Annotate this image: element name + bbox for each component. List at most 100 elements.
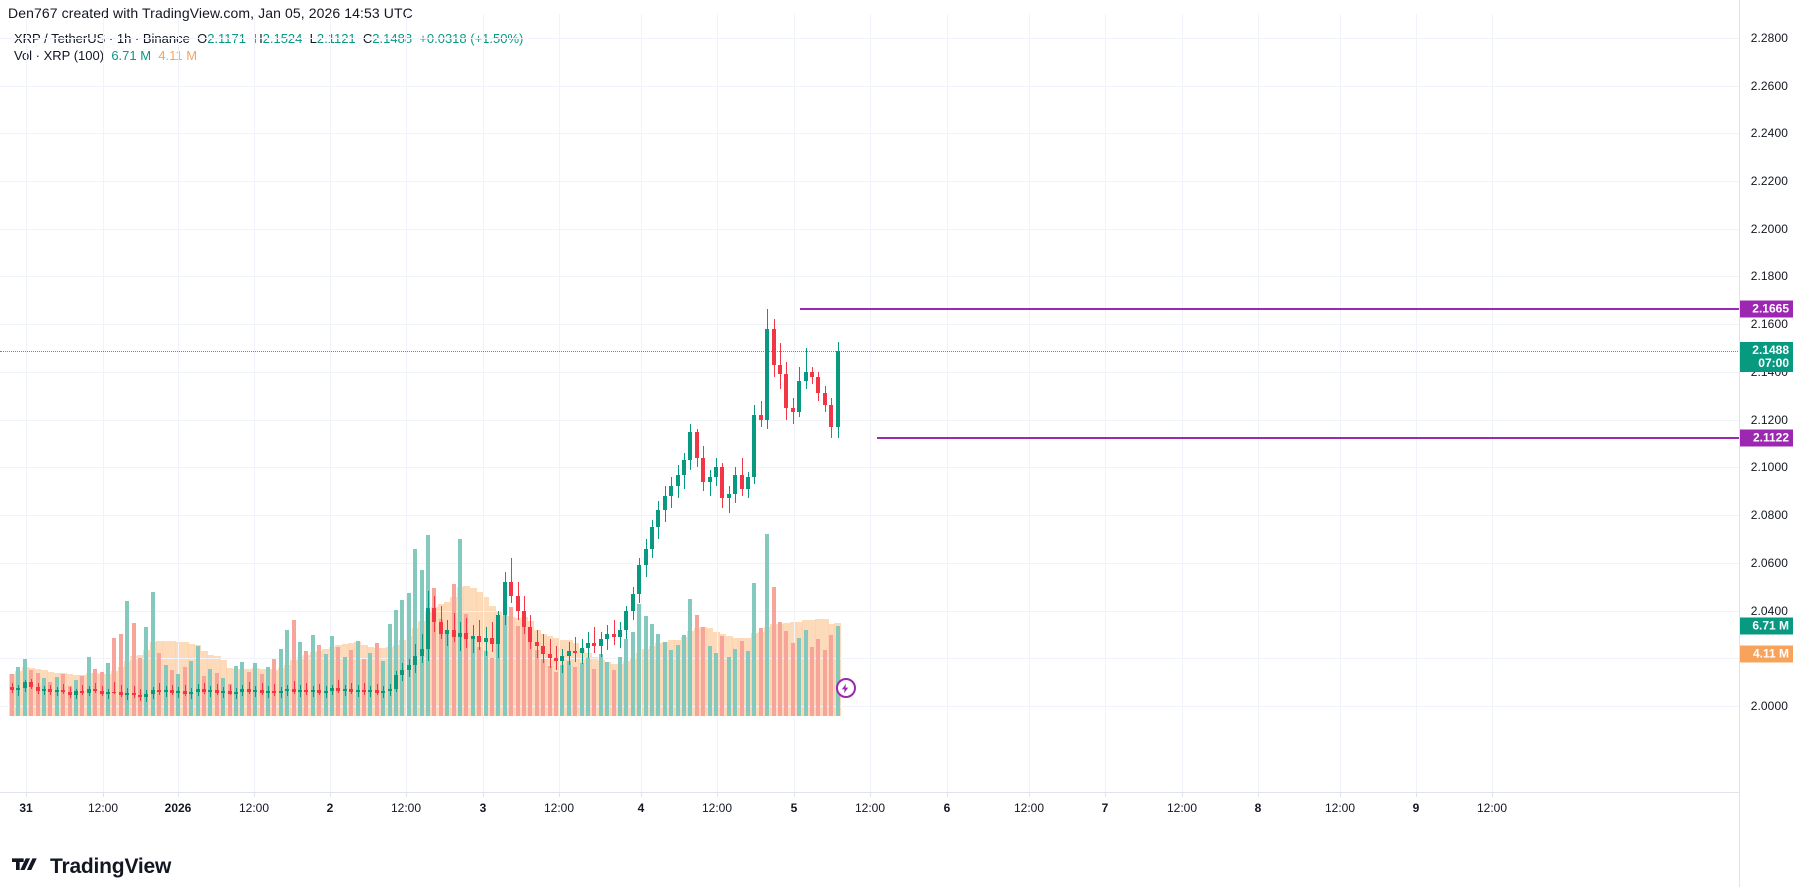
- last-price-line: [0, 350, 1740, 352]
- candle-wick: [594, 627, 595, 654]
- lightning-bolt-icon[interactable]: [835, 678, 856, 698]
- volume-bar: [137, 658, 143, 716]
- volume-bar: [413, 548, 418, 716]
- price-axis-tick: 2.0600: [1750, 555, 1788, 570]
- candle-body: [112, 691, 117, 693]
- price-axis-pill-support[interactable]: 2.1122: [1740, 429, 1793, 447]
- volume-bar: [547, 666, 552, 716]
- volume-bar: [720, 636, 725, 716]
- volume-bar: [509, 606, 514, 716]
- volume-bar: [310, 635, 315, 716]
- time-axis-tick-mark: [1105, 793, 1106, 797]
- volume-bar: [464, 613, 469, 716]
- time-axis-tick-mark: [254, 793, 255, 797]
- candle-body: [752, 414, 757, 477]
- volume-bar: [694, 614, 699, 716]
- price-level-line-resistance[interactable]: [800, 307, 1740, 310]
- candle-body: [669, 486, 674, 496]
- price-axis-pill-volume-last[interactable]: 6.71 M: [1740, 617, 1793, 635]
- grid-line-vertical: [406, 14, 407, 792]
- bolt-glyph: [841, 683, 849, 693]
- candle-body: [67, 691, 72, 695]
- candle-body: [592, 642, 597, 647]
- legend-volume-ma-value: 4.11 M: [158, 48, 198, 63]
- time-axis-tick: 12:00: [1476, 801, 1508, 815]
- candle-body: [502, 581, 507, 616]
- time-axis-tick-mark: [483, 793, 484, 797]
- candle-body: [605, 634, 610, 640]
- candle-body: [374, 690, 379, 693]
- time-axis-tick-mark: [794, 793, 795, 797]
- pill-value: 2.1122: [1752, 430, 1789, 445]
- volume-bar: [662, 641, 667, 716]
- candle-body: [195, 689, 200, 692]
- volume-bar: [765, 534, 770, 716]
- volume-bar: [438, 618, 443, 716]
- candle-body: [413, 655, 418, 666]
- grid-line-vertical: [1182, 14, 1183, 792]
- candle-body: [253, 689, 258, 693]
- time-axis[interactable]: 31 12:00 2026 12:00 2 12:00 3 12:00 4 12:00 5 12:00…: [0, 792, 1740, 823]
- candle-body: [54, 689, 59, 693]
- price-axis[interactable]: 2.2800 2.2600 2.2400 2.2200 2.2000 2.1800 2.16…: [1739, 0, 1793, 887]
- volume-bar: [169, 670, 175, 716]
- candle-wick: [466, 617, 467, 648]
- candle-wick: [492, 622, 493, 653]
- volume-bar: [374, 643, 379, 716]
- legend-volume-title[interactable]: Vol · XRP (100): [14, 48, 105, 63]
- volume-bar: [125, 601, 130, 716]
- candle-body: [86, 689, 91, 693]
- candle-wick: [108, 689, 109, 699]
- candle-body: [688, 431, 693, 461]
- candle-body: [547, 653, 552, 659]
- time-axis-tick: 12:00: [543, 801, 575, 815]
- volume-bar: [726, 656, 731, 716]
- volume-bar: [797, 637, 802, 716]
- price-axis-tick: 2.2600: [1750, 78, 1788, 93]
- volume-bar: [400, 600, 405, 716]
- candle-body: [336, 688, 341, 692]
- candle-wick: [306, 683, 307, 695]
- candle-body: [649, 527, 655, 549]
- volume-bar: [739, 640, 744, 716]
- grid-line-vertical: [1492, 14, 1493, 792]
- candle-body: [310, 690, 315, 693]
- tradingview-logo[interactable]: TradingView: [12, 855, 171, 879]
- candle-body: [745, 476, 751, 489]
- price-axis-tick: 2.2000: [1750, 221, 1788, 236]
- candle-body: [470, 635, 475, 640]
- volume-bar: [675, 644, 680, 716]
- volume-bar: [701, 627, 706, 716]
- price-axis-tick: 2.0000: [1750, 699, 1788, 713]
- grid-line-vertical: [483, 14, 484, 792]
- time-axis-tick: 8: [1254, 801, 1262, 815]
- candle-body: [816, 376, 821, 394]
- volume-bar: [118, 633, 123, 716]
- candle-wick: [274, 684, 275, 696]
- price-axis-pill-resistance[interactable]: 2.1665: [1740, 300, 1793, 318]
- volume-bar: [54, 676, 59, 716]
- candle-wick: [479, 620, 480, 650]
- candle-body: [182, 691, 187, 695]
- candle-body: [355, 689, 360, 692]
- volume-bar: [233, 666, 239, 716]
- price-axis-pill-last-price[interactable]: 2.1488 07:00: [1740, 341, 1793, 372]
- candle-body: [713, 467, 719, 477]
- candle-body: [528, 627, 533, 642]
- candle-body: [73, 691, 79, 695]
- volume-bar: [112, 637, 117, 716]
- volume-bar: [387, 624, 392, 716]
- candle-body: [445, 629, 450, 635]
- price-level-line-support[interactable]: [877, 437, 1740, 440]
- chart-plot-area[interactable]: [0, 14, 1740, 792]
- legend-volume-row[interactable]: Vol · XRP (100) 6.71 M 4.11 M: [14, 47, 523, 64]
- volume-bar: [528, 635, 533, 716]
- volume-bar: [99, 671, 104, 716]
- price-axis-pill-volume-ma[interactable]: 4.11 M: [1740, 645, 1793, 663]
- pill-value: 2.1665: [1752, 301, 1789, 316]
- candle-body: [35, 686, 40, 692]
- time-axis-tick: 31: [19, 801, 33, 815]
- volume-bar: [477, 647, 482, 716]
- candle-body: [829, 405, 834, 427]
- volume-bar: [317, 644, 322, 716]
